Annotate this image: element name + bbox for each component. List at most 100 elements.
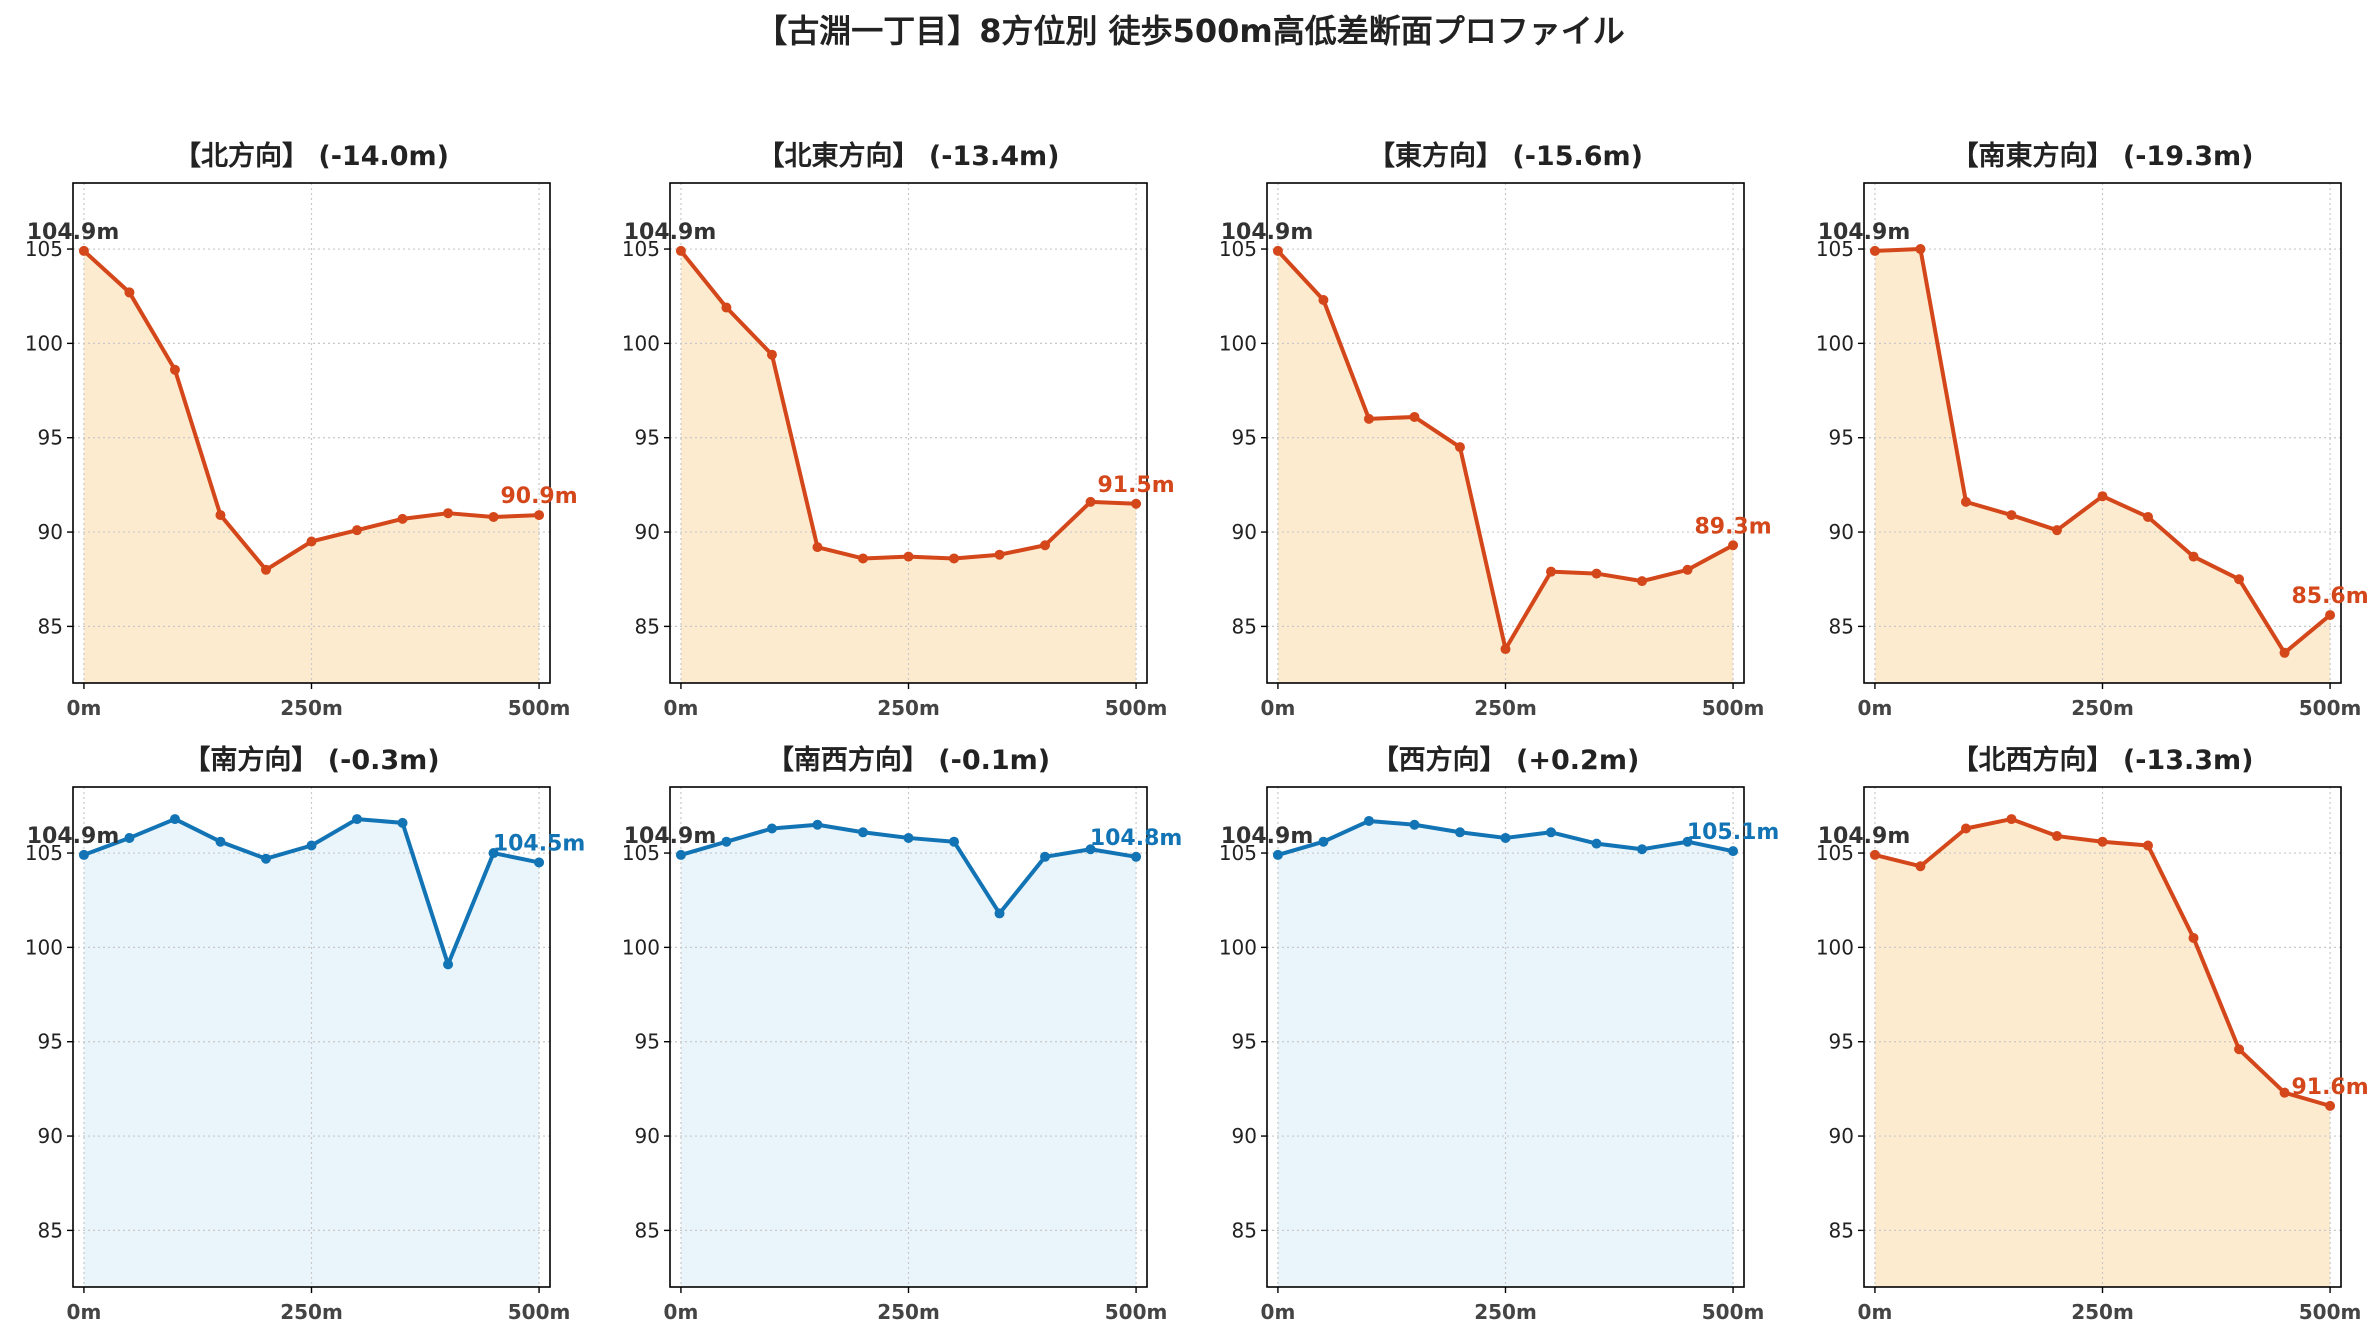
data-point [397,513,408,524]
data-point [1040,540,1051,551]
y-tick-label: 95 [635,426,660,450]
data-point [2143,511,2154,522]
subplot-title: 【西方向】 (+0.2m) [1372,744,1640,776]
data-point [260,853,271,864]
data-point [1960,823,1971,834]
data-point [1085,496,1096,507]
end-elevation-label: 85.6m [2291,584,2368,609]
start-elevation-label: 104.9m [1221,220,1314,245]
start-elevation-label: 104.9m [624,220,717,245]
data-point [306,840,317,851]
x-tick-label: 250m [1474,1300,1537,1324]
data-point [1454,442,1465,453]
data-point [488,848,499,859]
area-fill [1874,249,2331,684]
data-point [1318,836,1329,847]
y-tick-label: 90 [1232,1124,1257,1148]
data-point [1869,849,1880,860]
y-tick-label: 90 [38,520,63,544]
data-point [1637,844,1648,855]
start-elevation-label: 104.9m [1818,220,1911,245]
data-point [2234,574,2245,585]
y-tick-label: 100 [1219,935,1257,959]
end-elevation-label: 105.1m [1687,820,1780,845]
x-tick-label: 500m [508,696,571,720]
data-point [1409,411,1420,422]
data-point [2188,551,2199,562]
y-tick-label: 100 [1816,331,1854,355]
data-point [1728,540,1739,551]
data-point [1960,496,1971,507]
data-point [2006,510,2017,521]
start-elevation-label: 104.9m [27,220,120,245]
data-point [2143,840,2154,851]
area-fill [1277,250,1734,683]
x-tick-label: 250m [280,696,343,720]
subplot-title: 【南方向】 (-0.3m) [183,744,439,776]
data-point [1454,827,1465,838]
data-point [766,823,777,834]
data-point [857,553,868,564]
data-point [2234,1044,2245,1055]
data-point [352,525,363,536]
data-point [903,832,914,843]
panel-6: 85 90 95 100 105 0m 250m 500m 【南西方向】 (-0.1m) 104.… [622,744,1183,1324]
x-tick-label: 500m [1702,1300,1765,1324]
x-tick-label: 0m [67,696,102,720]
y-tick-label: 105 [25,841,63,865]
y-tick-label: 85 [635,1218,660,1242]
end-elevation-label: 104.5m [493,831,586,856]
y-tick-label: 85 [1829,1218,1854,1242]
data-point [675,245,686,256]
data-point [1500,644,1511,655]
end-elevation-label: 104.8m [1090,826,1183,851]
x-tick-label: 250m [1474,696,1537,720]
data-point [534,510,545,521]
x-tick-label: 250m [280,1300,343,1324]
end-elevation-label: 91.5m [1097,473,1174,498]
y-tick-label: 85 [1232,1218,1257,1242]
y-tick-label: 85 [38,614,63,638]
start-elevation-label: 104.9m [624,824,717,849]
end-elevation-label: 91.6m [2291,1075,2368,1100]
area-fill [680,824,1137,1287]
y-tick-label: 100 [1219,331,1257,355]
data-point [1363,413,1374,424]
y-tick-label: 95 [38,426,63,450]
y-tick-label: 90 [635,520,660,544]
data-point [721,302,732,313]
area-fill [680,250,1137,683]
data-point [1682,564,1693,575]
x-tick-label: 250m [2071,696,2134,720]
data-point [1131,498,1142,509]
data-point [169,814,180,825]
data-point [2325,1100,2336,1111]
data-point [903,551,914,562]
y-tick-label: 85 [1829,614,1854,638]
y-tick-label: 90 [1232,520,1257,544]
data-point [812,542,823,553]
data-point [2051,831,2062,842]
data-point [1363,815,1374,826]
data-point [994,549,1005,560]
data-point [2097,491,2108,502]
data-point [1682,836,1693,847]
data-point [534,857,545,868]
end-elevation-label: 89.3m [1694,514,1771,539]
data-point [1318,294,1329,305]
end-elevation-label: 90.9m [500,484,577,509]
data-point [1040,851,1051,862]
data-point [124,832,135,843]
data-point [721,836,732,847]
y-tick-label: 90 [635,1124,660,1148]
panel-1: 85 90 95 100 105 0m 250m 500m 【北方向】 (-14.0m) 104.… [25,140,578,720]
y-tick-label: 105 [1816,237,1854,261]
data-point [215,836,226,847]
data-point [675,849,686,860]
panel-5: 85 90 95 100 105 0m 250m 500m 【南方向】 (-0.3m) 104.9… [25,744,586,1324]
start-elevation-label: 104.9m [27,824,120,849]
y-tick-label: 100 [622,935,660,959]
y-tick-label: 95 [1829,1030,1854,1054]
y-tick-label: 100 [25,331,63,355]
